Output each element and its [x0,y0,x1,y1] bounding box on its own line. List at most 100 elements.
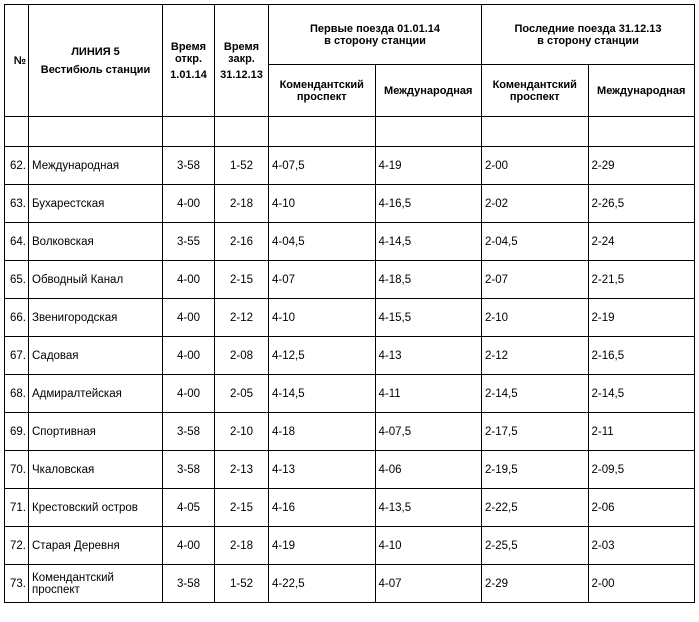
cell-station: Адмиралтейская [29,375,163,413]
table-row: 65.Обводный Канал4-002-154-074-18,52-072… [5,261,695,299]
header-open: Время откр. 1.01.14 [163,5,215,117]
header-open-label: Время откр. [166,41,211,65]
cell-first-dir2: 4-07 [375,565,482,603]
cell-number: 70. [5,451,29,489]
header-dir-last-1: Комендантский проспект [482,65,589,117]
cell-station: Крестовский остров [29,489,163,527]
cell-close: 1-52 [215,147,269,185]
spacer-cell [482,117,589,147]
cell-first-dir2: 4-07,5 [375,413,482,451]
cell-station: Комендантский проспект [29,565,163,603]
cell-first-dir1: 4-07,5 [269,147,376,185]
table-row: 73.Комендантский проспект3-581-524-22,54… [5,565,695,603]
header-close: Время закр. 31.12.13 [215,5,269,117]
cell-station: Волковская [29,223,163,261]
cell-last-dir1: 2-00 [482,147,589,185]
cell-close: 1-52 [215,565,269,603]
cell-close: 2-13 [215,451,269,489]
cell-close: 2-18 [215,527,269,565]
cell-station: Чкаловская [29,451,163,489]
spacer-cell [588,117,695,147]
table-row: 69.Спортивная3-582-104-184-07,52-17,52-1… [5,413,695,451]
cell-last-dir2: 2-29 [588,147,695,185]
cell-last-dir2: 2-11 [588,413,695,451]
cell-close: 2-12 [215,299,269,337]
cell-last-dir1: 2-02 [482,185,589,223]
cell-close: 2-15 [215,489,269,527]
cell-first-dir1: 4-19 [269,527,376,565]
header-line-station: ЛИНИЯ 5 Вестибюль станции [29,5,163,117]
header-first-trains-title: Первые поезда 01.01.14 [272,23,478,35]
cell-last-dir1: 2-17,5 [482,413,589,451]
cell-first-dir2: 4-11 [375,375,482,413]
cell-station: Международная [29,147,163,185]
cell-last-dir1: 2-22,5 [482,489,589,527]
schedule-table: № ЛИНИЯ 5 Вестибюль станции Время откр. … [4,4,695,603]
cell-last-dir2: 2-09,5 [588,451,695,489]
header-line-title: ЛИНИЯ 5 [32,46,159,58]
cell-first-dir1: 4-18 [269,413,376,451]
cell-last-dir1: 2-14,5 [482,375,589,413]
cell-station: Звенигородская [29,299,163,337]
header-vestibule: Вестибюль станции [32,64,159,76]
cell-number: 63. [5,185,29,223]
cell-open: 4-00 [163,185,215,223]
cell-number: 68. [5,375,29,413]
cell-last-dir1: 2-04,5 [482,223,589,261]
header-first-trains-sub: в сторону станции [272,35,478,47]
spacer-cell [29,117,163,147]
cell-station: Спортивная [29,413,163,451]
cell-close: 2-08 [215,337,269,375]
header-dir-last-2: Международная [588,65,695,117]
cell-last-dir2: 2-16,5 [588,337,695,375]
header-close-date: 31.12.13 [218,69,265,81]
cell-number: 73. [5,565,29,603]
spacer-cell [269,117,376,147]
cell-last-dir2: 2-06 [588,489,695,527]
cell-last-dir1: 2-12 [482,337,589,375]
cell-station: Бухарестская [29,185,163,223]
cell-number: 66. [5,299,29,337]
cell-last-dir1: 2-07 [482,261,589,299]
cell-open: 3-58 [163,147,215,185]
cell-open: 4-00 [163,337,215,375]
cell-open: 4-00 [163,527,215,565]
header-dir-first-1: Комендантский проспект [269,65,376,117]
cell-last-dir2: 2-03 [588,527,695,565]
cell-close: 2-15 [215,261,269,299]
header-close-label: Время закр. [218,41,265,65]
cell-close: 2-05 [215,375,269,413]
cell-number: 67. [5,337,29,375]
header-last-trains-title: Последние поезда 31.12.13 [485,23,691,35]
table-row: 63.Бухарестская4-002-184-104-16,52-022-2… [5,185,695,223]
table-row: 66.Звенигородская4-002-124-104-15,52-102… [5,299,695,337]
table-row: 70.Чкаловская3-582-134-134-062-19,52-09,… [5,451,695,489]
spacer-cell [5,117,29,147]
cell-first-dir2: 4-18,5 [375,261,482,299]
cell-open: 3-58 [163,413,215,451]
cell-last-dir2: 2-24 [588,223,695,261]
cell-open: 4-00 [163,299,215,337]
table-row: 62.Международная3-581-524-07,54-192-002-… [5,147,695,185]
table-row: 72.Старая Деревня4-002-184-194-102-25,52… [5,527,695,565]
cell-open: 4-05 [163,489,215,527]
cell-last-dir1: 2-10 [482,299,589,337]
cell-last-dir2: 2-21,5 [588,261,695,299]
table-row: 64.Волковская3-552-164-04,54-14,52-04,52… [5,223,695,261]
header-first-trains: Первые поезда 01.01.14 в сторону станции [269,5,482,65]
cell-last-dir1: 2-29 [482,565,589,603]
cell-open: 4-00 [163,261,215,299]
cell-last-dir1: 2-25,5 [482,527,589,565]
cell-first-dir1: 4-16 [269,489,376,527]
cell-first-dir2: 4-14,5 [375,223,482,261]
cell-first-dir2: 4-19 [375,147,482,185]
cell-open: 3-58 [163,565,215,603]
cell-first-dir2: 4-13 [375,337,482,375]
cell-station: Садовая [29,337,163,375]
cell-first-dir2: 4-06 [375,451,482,489]
cell-last-dir1: 2-19,5 [482,451,589,489]
cell-number: 62. [5,147,29,185]
cell-station: Старая Деревня [29,527,163,565]
spacer-cell [163,117,215,147]
spacer-cell [215,117,269,147]
